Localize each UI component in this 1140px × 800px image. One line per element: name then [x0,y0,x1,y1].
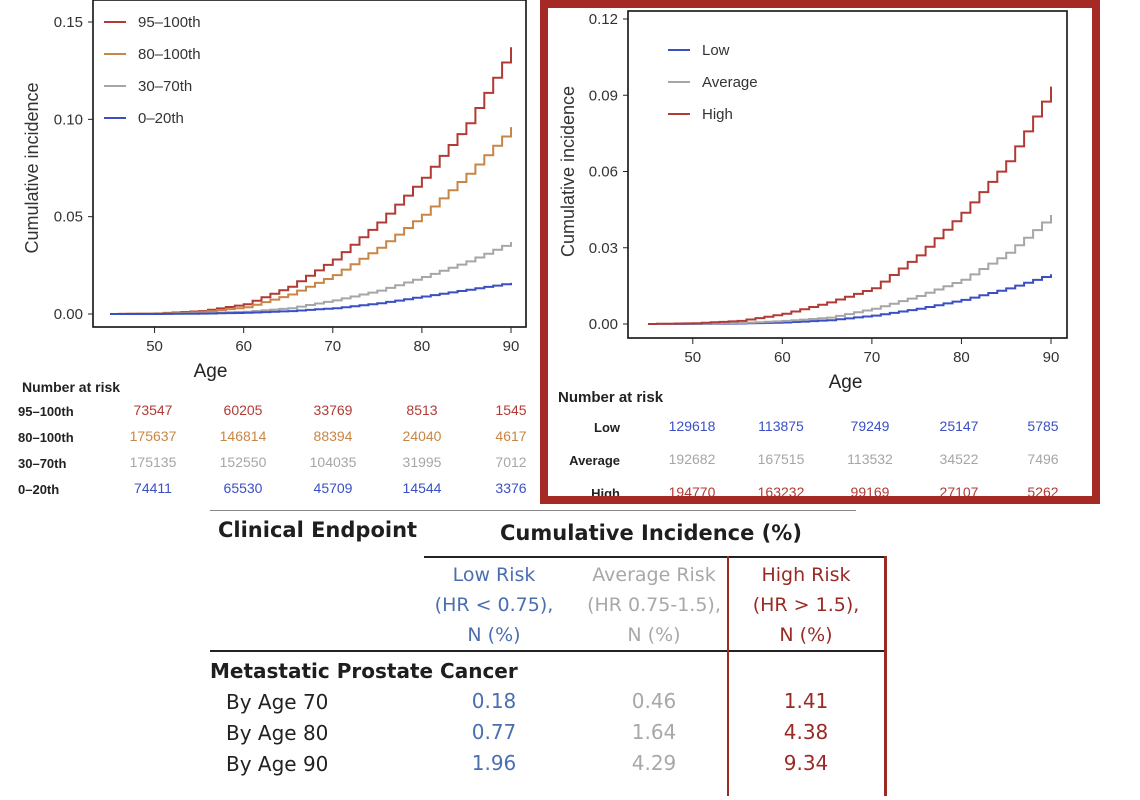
x-tick-label: 70 [864,349,881,366]
y-tick-label: 0.10 [54,111,83,128]
x-tick-label: 90 [1043,349,1060,366]
table-cell-value: 0.46 [631,689,677,713]
endpoint-header: Clinical Endpoint [218,518,418,542]
y-tick-label: 0.00 [54,306,83,323]
legend-label: 80–100th [138,46,201,63]
x-tick-label: 90 [503,338,520,355]
highlight-frame [540,0,1100,504]
incidence-header: Cumulative Incidence (%) [500,521,802,545]
high-risk-column-frame [727,556,887,796]
table-top-rule [210,510,856,511]
table-row-label: By Age 70 [226,690,329,714]
table-cell-value: 9.34 [783,751,829,775]
y-tick-label: 0.00 [589,316,618,333]
column-header-line: Average Risk [592,564,716,586]
table-cell-value: 1.64 [631,720,677,744]
x-tick-label: 80 [953,349,970,366]
series-line [110,282,512,315]
column-header-line: N (%) [627,624,681,646]
column-header-line: High Risk [761,564,851,586]
x-axis-label: Age [829,372,863,393]
series-line [648,215,1052,325]
table-cell-value: 0.77 [471,720,517,744]
legend-label: 30–70th [138,78,192,95]
table-cell-value: 1.41 [783,689,829,713]
y-axis-label: Cumulative incidence [22,82,42,253]
y-axis-label: Cumulative incidence [558,86,578,257]
series-line [648,86,1052,325]
plot-frame [627,10,1068,339]
column-header-line: (HR < 0.75), [434,594,554,616]
legend-label: Low [702,42,730,59]
column-header-line: N (%) [467,624,521,646]
y-tick-label: 0.03 [589,240,618,257]
y-tick-label: 0.09 [589,87,618,104]
legend-label: 0–20th [138,110,184,127]
header-rule [424,556,886,558]
table-cell-value: 4.38 [783,720,829,744]
x-tick-label: 60 [235,338,252,355]
x-tick-label: 50 [684,349,701,366]
x-tick-label: 80 [414,338,431,355]
section-label: Metastatic Prostate Cancer [210,659,518,683]
right-incidence-chart: 0.00 0.03 0.06 0.09 0.12 50 60 70 80 90 Age Cumulat… [558,10,1068,393]
y-tick-label: 0.06 [589,164,618,181]
subheader-rule [210,650,886,652]
table-cell-value: 1.96 [471,751,517,775]
legend-label: High [702,106,733,123]
column-header-line: (HR 0.75-1.5), [587,594,721,616]
legend-label: Average [702,74,758,91]
x-tick-label: 60 [774,349,791,366]
column-header-line: (HR > 1.5), [752,594,860,616]
x-tick-label: 70 [324,338,341,355]
y-tick-label: 0.15 [54,14,83,31]
y-tick-label: 0.12 [589,11,618,28]
table-row-label: By Age 90 [226,752,329,776]
table-cell-value: 0.18 [471,689,517,713]
plot-frame [92,0,527,328]
x-tick-label: 50 [146,338,163,355]
table-cell-value: 4.29 [631,751,677,775]
left-incidence-chart: 0.00 0.05 0.10 0.15 50 60 70 80 90 Age Cumulative … [22,0,527,382]
column-header-line: Low Risk [452,564,536,586]
x-axis-label: Age [194,361,228,382]
legend-label: 95–100th [138,14,201,31]
y-tick-label: 0.05 [54,209,83,226]
column-header-line: N (%) [779,624,833,646]
table-row-label: By Age 80 [226,721,329,745]
